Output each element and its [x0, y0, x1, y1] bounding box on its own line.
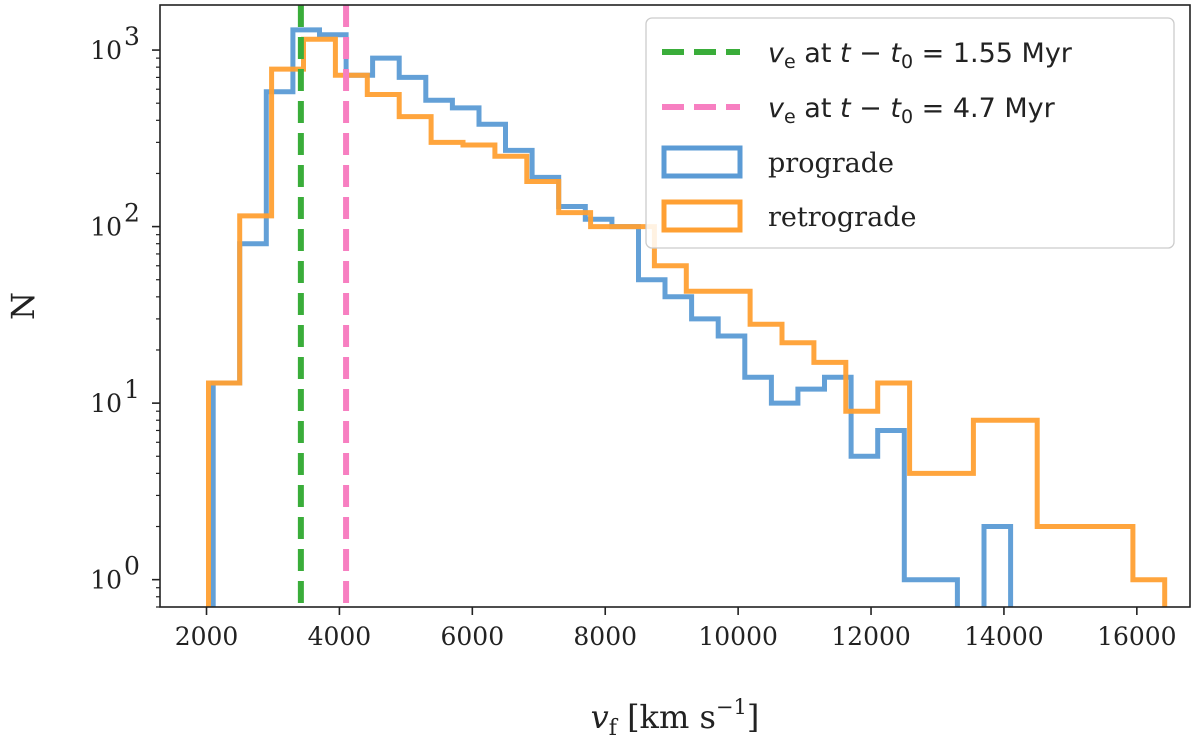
x-tick-label: 6000	[441, 622, 505, 651]
y-tick-exponent: 0	[124, 552, 140, 581]
legend-label-vline-2: ve at t − t0 = 4.7 Myr	[768, 93, 1056, 128]
x-label-exponent: −1	[716, 695, 747, 719]
y-tick-label: 10	[90, 36, 122, 65]
x-tick-label: 2000	[175, 622, 239, 651]
y-axis-label: N	[4, 292, 42, 320]
x-axis: 2000 4000 6000 8000 10000 12000 14000 16000	[175, 607, 1177, 651]
series-prograde	[210, 27, 1014, 607]
legend-swatch-prograde	[661, 145, 743, 179]
x-label-close: ]	[747, 698, 759, 736]
x-tick-label: 14000	[964, 622, 1044, 651]
x-label-unit: [km s	[627, 698, 716, 736]
legend-label-prograde: prograde	[768, 148, 894, 179]
y-tick-label: 10	[90, 566, 122, 595]
x-label-space	[617, 698, 627, 736]
legend-box	[645, 17, 1175, 249]
legend: ve at t − t0 = 1.55 Myr ve at t − t0 = 4…	[645, 17, 1175, 249]
legend-label-retrograde: retrograde	[768, 202, 916, 233]
x-label-main: v	[591, 698, 609, 736]
y-tick-exponent: 2	[124, 199, 140, 228]
x-axis-label: vf [km s−1]	[591, 695, 760, 741]
x-tick-label: 16000	[1097, 622, 1177, 651]
y-tick-label: 10	[90, 389, 122, 418]
x-tick-label: 12000	[831, 622, 911, 651]
plot-vlines	[297, 5, 350, 607]
y-tick-label: 10	[90, 213, 122, 242]
x-tick-label: 8000	[573, 622, 637, 651]
plot-frame	[159, 4, 1191, 608]
x-label-subscript: f	[609, 716, 619, 741]
legend-label-vline-1: ve at t − t0 = 1.55 Myr	[768, 38, 1073, 73]
x-tick-label: 10000	[698, 622, 778, 651]
y-tick-exponent: 1	[124, 375, 140, 404]
legend-swatch-retrograde	[661, 199, 743, 233]
x-tick-label: 4000	[308, 622, 372, 651]
y-tick-exponent: 3	[124, 22, 140, 51]
